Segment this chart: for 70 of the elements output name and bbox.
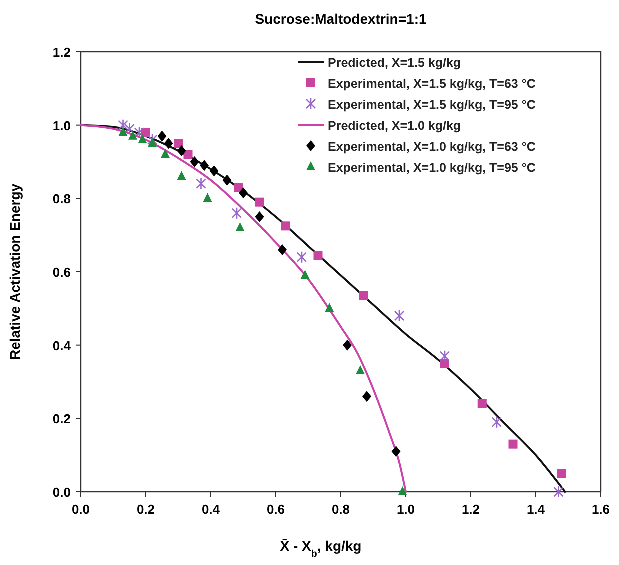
point <box>161 149 170 158</box>
legend-label: Predicted, X=1.0 kg/kg <box>328 119 462 133</box>
point <box>392 446 401 458</box>
point <box>148 138 157 148</box>
point <box>128 130 138 140</box>
point <box>440 350 450 362</box>
y-tick-label: 0.0 <box>52 485 71 500</box>
point <box>190 156 200 168</box>
legend-label: Experimental, X=1.5 kg/kg, T=63 °C <box>328 77 536 91</box>
point <box>200 160 209 172</box>
point <box>177 171 186 180</box>
point <box>281 222 290 231</box>
point <box>134 126 145 139</box>
point <box>222 174 232 186</box>
x-tick-label: 1.6 <box>592 502 610 517</box>
legend-label: Experimental, X=1.5 kg/kg, T=95 °C <box>328 98 536 112</box>
y-tick-label: 0.4 <box>52 338 72 354</box>
point <box>232 207 242 220</box>
point <box>325 303 334 312</box>
legend-label: Experimental, X=1.0 kg/kg, T=63 °C <box>328 140 536 154</box>
point <box>278 244 287 256</box>
point <box>478 400 487 408</box>
x-tick-label: 1.2 <box>462 502 480 517</box>
point <box>362 391 372 402</box>
point <box>184 150 193 160</box>
legend-label: Predicted, X=1.5 kg/kg <box>328 56 462 70</box>
chart-title: Sucrose:Maltodextrin=1:1 <box>255 11 427 27</box>
point <box>118 127 128 136</box>
point <box>314 251 323 260</box>
point <box>174 139 183 148</box>
point <box>359 291 368 300</box>
x-tick-label: 0.8 <box>332 502 350 517</box>
x-axis-title: X̄ - X$_{b}$, kg/kg <box>280 538 362 560</box>
point <box>296 251 308 264</box>
point <box>398 486 408 496</box>
point <box>147 134 158 146</box>
point <box>394 310 405 322</box>
point <box>203 193 212 202</box>
point <box>196 178 206 190</box>
point <box>558 469 566 478</box>
y-tick-label: 0.8 <box>52 192 71 207</box>
point <box>343 340 352 351</box>
point <box>118 119 128 132</box>
x-tick-label: 0.6 <box>266 502 286 517</box>
point <box>234 183 244 192</box>
y-tick-label: 1.0 <box>52 118 71 134</box>
point <box>210 166 219 177</box>
x-tick-label: 0.4 <box>202 502 221 517</box>
point <box>508 440 518 449</box>
y-tick-label: 0.6 <box>52 265 71 280</box>
y-tick-label: 1.2 <box>52 45 71 60</box>
x-tick-label: 1.4 <box>526 502 546 517</box>
x-tick-label: 1.0 <box>396 502 416 517</box>
legend-label: Experimental, X=1.0 kg/kg, T=95 °C <box>328 161 536 175</box>
y-tick-label: 0.2 <box>52 412 71 427</box>
x-tick-label: 0.0 <box>72 502 90 517</box>
point <box>158 130 167 142</box>
point <box>492 416 502 428</box>
point <box>164 138 174 150</box>
point <box>138 134 148 144</box>
point <box>239 188 248 199</box>
point <box>236 222 245 232</box>
point <box>554 486 564 498</box>
x-tick-label: 0.2 <box>136 502 156 517</box>
point <box>300 270 310 280</box>
point <box>255 212 264 222</box>
y-axis-title: Relative Activation Energy <box>7 184 23 360</box>
point <box>255 198 264 207</box>
point <box>177 146 186 156</box>
point <box>356 366 365 374</box>
